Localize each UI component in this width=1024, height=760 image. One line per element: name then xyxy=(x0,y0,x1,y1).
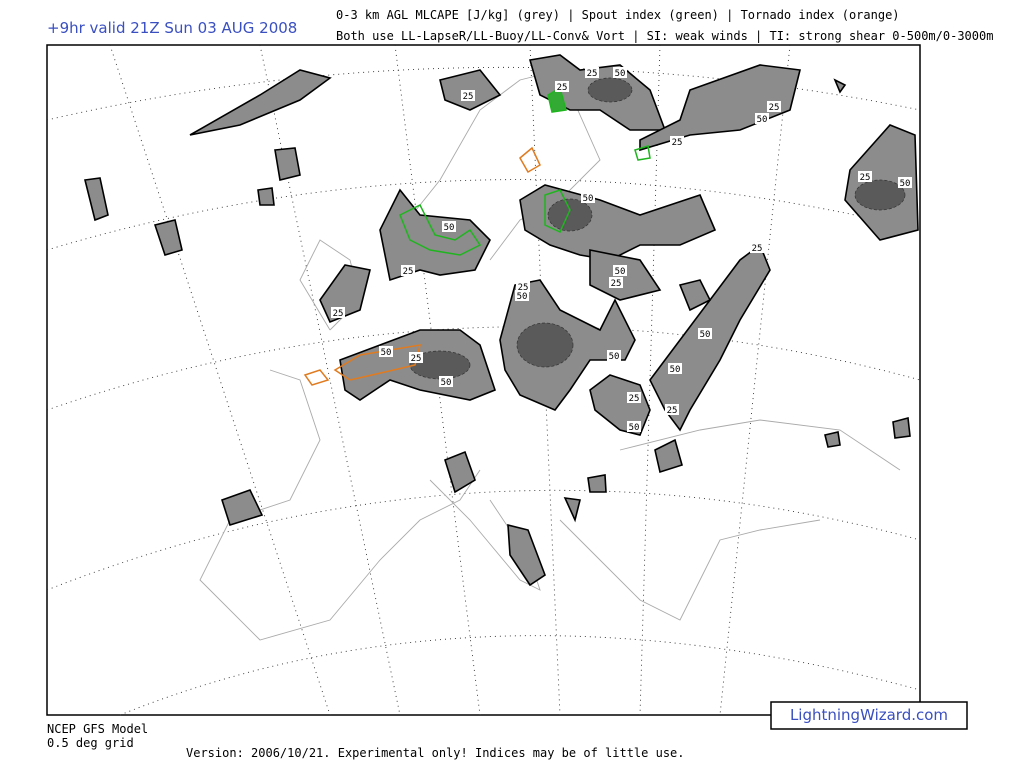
label-bg xyxy=(401,265,415,276)
contour-label: 25 xyxy=(672,138,683,148)
label-bg xyxy=(607,350,621,361)
label-bg xyxy=(555,81,569,92)
contour-label: 50 xyxy=(900,179,911,189)
label-bg xyxy=(442,221,456,232)
contour-label: 50 xyxy=(444,223,455,233)
label-bg xyxy=(439,376,453,387)
label-bg xyxy=(668,363,682,374)
contour-label: 25 xyxy=(518,283,529,293)
contour-label: 25 xyxy=(463,92,474,102)
label-bg xyxy=(515,290,529,301)
version-note: Version: 2006/10/21. Experimental only! … xyxy=(186,746,685,760)
label-bg xyxy=(858,171,872,182)
contour-label: 25 xyxy=(752,244,763,254)
label-bg xyxy=(755,113,769,124)
legend-line: 0-3 km AGL MLCAPE [J/kg] (grey) | Spout … xyxy=(336,8,900,22)
label-bg xyxy=(898,177,912,188)
brand-box xyxy=(770,701,968,730)
legend-line: Both use LL-LapseR/LL-Buoy/LL-Conv& Vort… xyxy=(336,29,993,43)
label-bg xyxy=(670,136,684,147)
contour-label: 50 xyxy=(441,378,452,388)
label-bg xyxy=(581,192,595,203)
map: 25 50252525502525505025505025255025502550… xyxy=(46,44,921,716)
label-bg xyxy=(698,328,712,339)
contour-label: 25 xyxy=(667,406,678,416)
label-bg xyxy=(613,265,627,276)
contour-label: 25 xyxy=(333,309,344,319)
contour-label: 25 xyxy=(611,279,622,289)
contour-label: 25 xyxy=(403,267,414,277)
brand: LightningWizard.com xyxy=(790,706,948,724)
contour-labels: 25 50252525502525505025505025255025502550… xyxy=(331,67,912,433)
label-bg xyxy=(516,281,530,292)
contour-label: 50 xyxy=(615,69,626,79)
contour-label: 50 xyxy=(615,267,626,277)
label-bg xyxy=(409,352,423,363)
contour-label: 25 xyxy=(860,173,871,183)
contour-label: 50 xyxy=(629,423,640,433)
contour-label: 50 xyxy=(517,292,528,302)
contour-label: 25 xyxy=(769,103,780,113)
label-bg xyxy=(767,101,781,112)
label-bg xyxy=(461,90,475,101)
label-bg xyxy=(609,277,623,288)
label-bg xyxy=(379,346,393,357)
label-bg xyxy=(331,307,345,318)
contour-label: 50 xyxy=(670,365,681,375)
forecast-time: +9hr valid 21Z Sun 03 AUG 2008 xyxy=(47,19,297,37)
contour-label: 50 xyxy=(583,194,594,204)
contour-label: 25 xyxy=(587,69,598,79)
label-bg xyxy=(750,242,764,253)
contour-label: 50 xyxy=(609,352,620,362)
contour-label: 50 xyxy=(757,115,768,125)
contour-label: 50 xyxy=(700,330,711,340)
model-name: NCEP GFS Model xyxy=(47,722,148,736)
contour-label: 25 xyxy=(629,394,640,404)
grid-resolution: 0.5 deg grid xyxy=(47,736,134,750)
label-bg xyxy=(627,392,641,403)
label-bg xyxy=(627,421,641,432)
label-bg xyxy=(585,67,599,78)
contour-label: 50 xyxy=(381,348,392,358)
contour-label: 25 xyxy=(411,354,422,364)
contour-label: 25 xyxy=(557,83,568,93)
label-bg xyxy=(665,404,679,415)
label-bg xyxy=(613,67,627,78)
